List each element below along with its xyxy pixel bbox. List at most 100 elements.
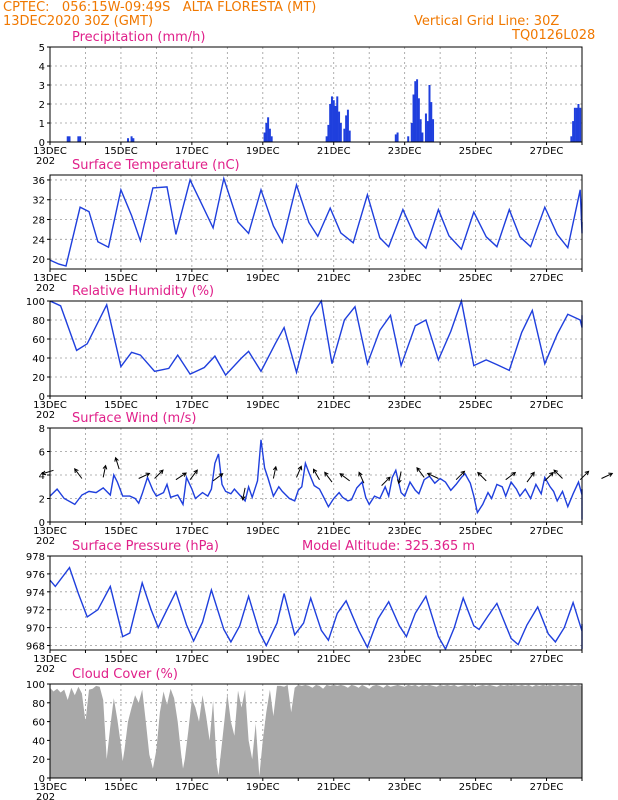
rh-frame <box>49 300 583 397</box>
wind-xtick-label: 27DEC <box>530 526 564 537</box>
wind-vector <box>426 472 439 479</box>
pres-title: Surface Pressure (hPa) <box>72 539 219 554</box>
temp-xtick-label: 23DEC <box>388 273 422 284</box>
precip-bar <box>263 132 266 142</box>
pres-xtick-label: 15DEC <box>104 654 138 665</box>
pres-ytick-label: 974 <box>26 588 45 599</box>
wind-vector <box>102 464 108 478</box>
precip-bar <box>573 107 576 142</box>
precip-bar <box>579 107 582 142</box>
wind-vector <box>579 470 590 481</box>
wind-xtick-label: 17DEC <box>175 526 209 537</box>
temp-ytick-label: 36 <box>32 176 45 187</box>
wind-vector <box>175 472 187 481</box>
wind-vector <box>339 473 350 482</box>
precip-bar <box>412 94 415 142</box>
cloud-frame <box>49 683 583 779</box>
temp-ytick-label: 28 <box>32 216 45 227</box>
pres-year-stub: 202 <box>36 664 55 675</box>
precip-xtick-label: 13DEC <box>33 146 67 157</box>
precip-bar <box>421 132 424 142</box>
precip-bar <box>268 128 271 142</box>
wind-vector <box>241 487 246 501</box>
wind-vector <box>416 466 425 478</box>
precip-bar <box>130 136 133 142</box>
precip-xtick-label: 15DEC <box>104 146 138 157</box>
temp-title: Surface Temperature (nC) <box>72 158 240 173</box>
cloud-area <box>50 684 582 778</box>
precip-xtick-label: 27DEC <box>530 146 564 157</box>
temp-year-stub: 202 <box>36 283 55 294</box>
wind-vector <box>114 456 120 470</box>
rh-xtick-label: 17DEC <box>175 400 209 411</box>
cloud-ytick-label: 0 <box>39 774 45 785</box>
wind-vector <box>553 469 563 479</box>
precip-bar <box>343 128 346 142</box>
cloud-ytick-label: 40 <box>32 736 45 747</box>
pres-ytick-label: 970 <box>26 624 45 635</box>
cloud-ytick-label: 80 <box>32 699 45 710</box>
pres-xtick-label: 25DEC <box>459 654 493 665</box>
precip-bar <box>345 115 348 142</box>
precip-bar <box>414 81 417 142</box>
header-date: 13DEC2020 30Z (GMT) <box>3 14 154 29</box>
wind-title: Surface Wind (m/s) <box>72 411 196 426</box>
precip-bar <box>68 136 71 142</box>
wind-vector <box>505 471 517 481</box>
cloud-xtick-label: 27DEC <box>530 782 564 793</box>
precip-bar <box>66 136 69 142</box>
wind-xtick-label: 21DEC <box>317 526 351 537</box>
precip-bar <box>426 121 429 142</box>
precip-ytick-label: 3 <box>39 81 45 92</box>
precip-xtick-label: 19DEC <box>246 146 280 157</box>
precip-bar <box>570 136 573 142</box>
precip-xtick-label: 23DEC <box>388 146 422 157</box>
precip-bar <box>267 117 270 142</box>
cloud-xtick-label: 25DEC <box>459 782 493 793</box>
cloud-xtick-label: 13DEC <box>33 782 67 793</box>
rh-ytick-label: 20 <box>32 373 45 384</box>
temp-xtick-label: 27DEC <box>530 273 564 284</box>
temp-xtick-label: 15DEC <box>104 273 138 284</box>
wind-ytick-label: 4 <box>39 471 45 482</box>
temp-ytick-label: 32 <box>32 196 45 207</box>
wind-vector <box>358 471 365 484</box>
wind-ytick-label: 6 <box>39 448 45 459</box>
precip-bar <box>407 136 410 142</box>
precip-bar <box>416 79 419 142</box>
precip-bar <box>417 98 420 142</box>
cloud-xtick-label: 17DEC <box>175 782 209 793</box>
wind-vector <box>272 465 278 479</box>
pres-line <box>49 566 583 651</box>
precip-xtick-label: 25DEC <box>459 146 493 157</box>
precip-bar <box>330 96 333 142</box>
temp-xtick-label: 17DEC <box>175 273 209 284</box>
precip-bar <box>428 85 431 142</box>
precip-bar <box>348 130 351 142</box>
pres-xtick-label: 21DEC <box>317 654 351 665</box>
rh-ytick-label: 40 <box>32 354 45 365</box>
rh-xtick-label: 21DEC <box>317 400 351 411</box>
pres-ytick-label: 978 <box>26 552 45 563</box>
header-grid-note: Vertical Grid Line: 30Z <box>414 14 560 29</box>
rh-year-stub: 202 <box>36 410 55 421</box>
wind-vector <box>312 468 320 480</box>
cloud-xtick-label: 15DEC <box>104 782 138 793</box>
temp-ytick-label: 20 <box>32 255 45 266</box>
rh-xtick-label: 15DEC <box>104 400 138 411</box>
precip-ytick-label: 4 <box>39 62 45 73</box>
precip-bar <box>336 96 339 142</box>
precip-bar <box>572 121 575 142</box>
pres-xtick-label: 23DEC <box>388 654 422 665</box>
precip-bar <box>77 136 80 142</box>
rh-ytick-label: 60 <box>32 335 45 346</box>
precip-bar <box>127 138 130 142</box>
rh-ytick-label: 80 <box>32 316 45 327</box>
precip-year-stub: 202 <box>36 156 55 167</box>
cloud-ytick-label: 60 <box>32 718 45 729</box>
temp-frame <box>49 174 583 270</box>
precip-bar <box>325 136 328 142</box>
precip-bar <box>575 107 578 142</box>
wind-vector <box>397 471 402 485</box>
